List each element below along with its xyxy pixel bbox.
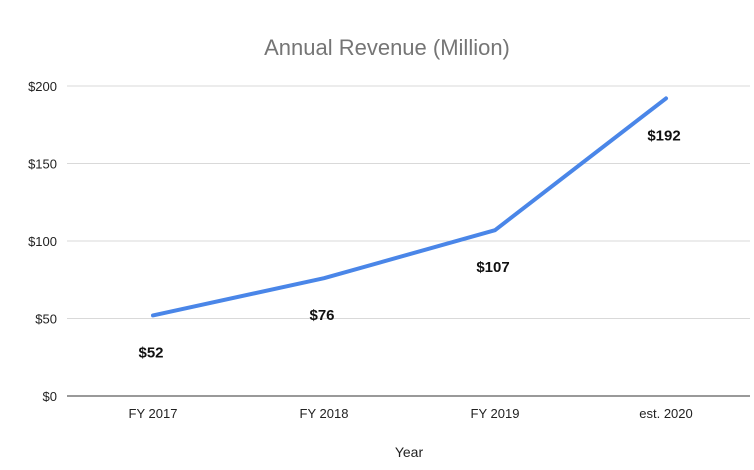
y-tick-label: $100	[28, 234, 57, 249]
chart-title: Annual Revenue (Million)	[264, 35, 510, 60]
y-tick-label: $150	[28, 157, 57, 172]
data-label: $192	[647, 127, 680, 144]
y-tick-label: $0	[43, 389, 57, 404]
x-axis-label: Year	[395, 444, 424, 460]
data-label: $107	[476, 259, 509, 276]
data-labels: $52 $76 $107 $192	[138, 127, 680, 361]
data-label: $76	[309, 307, 334, 324]
y-tick-label: $200	[28, 79, 57, 94]
revenue-series-line	[151, 96, 668, 318]
x-tick-label: FY 2018	[300, 406, 349, 421]
series-layer	[151, 96, 668, 318]
data-label: $52	[138, 344, 163, 361]
gridlines	[67, 85, 750, 397]
x-axis-tick-labels: FY 2017 FY 2018 FY 2019 est. 2020	[129, 406, 693, 421]
x-tick-label: est. 2020	[639, 406, 693, 421]
y-axis-tick-labels: $0 $50 $100 $150 $200	[28, 79, 57, 404]
x-tick-label: FY 2019	[471, 406, 520, 421]
y-tick-label: $50	[35, 312, 57, 327]
x-tick-label: FY 2017	[129, 406, 178, 421]
